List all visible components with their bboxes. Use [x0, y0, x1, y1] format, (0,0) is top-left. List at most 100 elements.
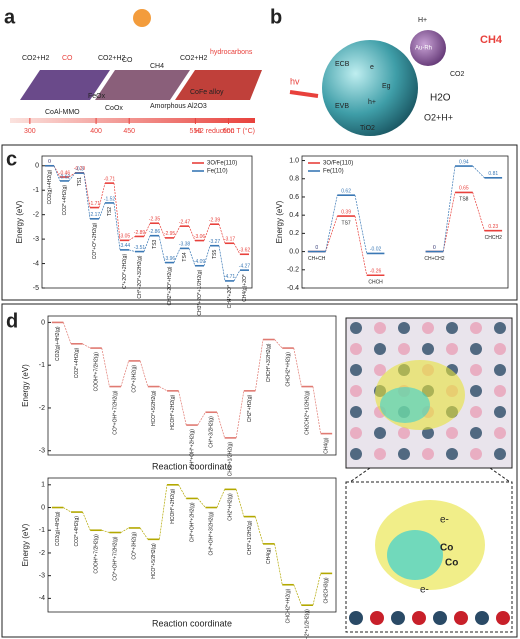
connector — [68, 172, 76, 182]
connector — [325, 215, 338, 252]
state-label: CH4(g) — [324, 437, 330, 453]
atom — [494, 322, 506, 334]
atom — [470, 406, 482, 418]
connector — [197, 412, 206, 426]
species: CH4 — [480, 34, 503, 46]
y-tick-label: 0.4 — [289, 212, 299, 219]
light: hv — [290, 76, 300, 86]
value-label: -4.09 — [194, 259, 206, 265]
atom — [374, 364, 386, 376]
value-label: 0 — [315, 245, 318, 251]
atom — [391, 611, 405, 625]
state-label: CH2CH2*+1/2H2(g) — [305, 609, 311, 639]
state-label: TS4 — [182, 252, 188, 261]
slab — [20, 70, 110, 100]
state-label: CH*+2O*+3/2H2(g) — [137, 255, 143, 298]
slab — [175, 70, 262, 100]
species: H2O — [430, 93, 451, 104]
state-label: CH2*+H2(g) — [228, 493, 234, 521]
value-label: -1.71 — [89, 201, 101, 207]
connector — [120, 527, 129, 533]
plot-frame — [41, 155, 253, 289]
material: CoOx — [105, 105, 123, 112]
y-tick-label: -0.4 — [287, 285, 299, 292]
state-label: CHCH2*+H2(g) — [285, 352, 291, 387]
connector — [235, 390, 245, 438]
temperature-bar — [10, 118, 255, 123]
species: Eg — [382, 83, 391, 90]
atom — [374, 343, 386, 355]
y-tick-label: 0.0 — [289, 248, 299, 255]
panel-a: a CO2+H2 CO2+H2 CO2+H2 CO CO CH4 hydroca… — [4, 6, 262, 135]
atom — [422, 322, 434, 334]
state-label: CH3*+1/2H2(g) — [228, 442, 234, 477]
connector — [274, 543, 283, 585]
connector — [128, 236, 136, 241]
connector — [82, 511, 91, 531]
y-tick-label: 0.8 — [289, 176, 299, 183]
connector — [173, 248, 181, 263]
species: O2+H+ — [424, 112, 453, 122]
connector — [203, 245, 211, 266]
state-label: CH2*+2O*+H2(g) — [167, 266, 173, 305]
y-tick-label: -4 — [33, 260, 39, 267]
state-label: TS3 — [152, 239, 158, 248]
sun — [133, 9, 151, 27]
y-axis-label: Energy (eV) — [15, 200, 24, 243]
y-tick-label: -3 — [33, 236, 39, 243]
plot-frame — [301, 155, 509, 289]
state-label: TS2 — [107, 207, 113, 216]
y-tick-label: 0 — [35, 163, 39, 170]
atom — [349, 611, 363, 625]
y-tick-label: 0.6 — [289, 194, 299, 201]
atom — [470, 385, 482, 397]
value-label: -3.96 — [164, 256, 176, 262]
state-label: CH+CH — [308, 256, 326, 262]
state-label: TS8 — [459, 197, 468, 203]
connector — [293, 348, 302, 387]
y-tick-label: -2 — [39, 405, 45, 412]
value-label: 0 — [315, 245, 318, 251]
atom — [398, 427, 410, 439]
connector — [113, 202, 121, 250]
value-label: 0 — [48, 159, 51, 165]
material: FeOx — [88, 93, 106, 100]
atom — [446, 322, 458, 334]
plot-frame — [47, 315, 337, 456]
species: ECB — [335, 61, 350, 68]
atom — [494, 427, 506, 439]
product: CH4 — [150, 63, 164, 70]
atom — [350, 427, 362, 439]
atom — [350, 322, 362, 334]
connector — [120, 360, 129, 387]
connector — [293, 584, 302, 606]
y-tick-label: -0.2 — [287, 267, 299, 274]
state-label: COOH*+7/2H2(g) — [93, 534, 99, 574]
connector — [472, 165, 485, 179]
panel-label: b — [270, 6, 282, 28]
atom — [494, 364, 506, 376]
atoms — [349, 322, 510, 625]
value-label: -0.02 — [370, 247, 382, 253]
state-label: CHCH*+3/2H2(g) — [266, 343, 272, 382]
value-label: 0 — [433, 245, 436, 251]
state-label: CHCH2 — [485, 235, 502, 241]
panel-frame — [1, 303, 518, 638]
value-label: 0.23 — [488, 224, 498, 230]
atom — [350, 364, 362, 376]
image-label: Co — [445, 558, 458, 569]
atom — [433, 611, 447, 625]
value-label: -3.51 — [134, 245, 146, 251]
value-label: -0.3 — [75, 166, 84, 172]
product: CO — [62, 55, 73, 62]
tio2-sphere — [322, 40, 418, 136]
state-label: CH4*+2O* — [227, 285, 233, 309]
tick-label: 300 — [24, 128, 36, 135]
plot-frame — [47, 477, 337, 613]
charge-density — [380, 387, 430, 423]
state-label: CH2CH3(g) — [324, 577, 330, 603]
connector — [63, 507, 72, 513]
state-label: CHCH — [368, 280, 383, 286]
state-label: CH*+OH*+3/2H2(g) — [209, 511, 215, 555]
